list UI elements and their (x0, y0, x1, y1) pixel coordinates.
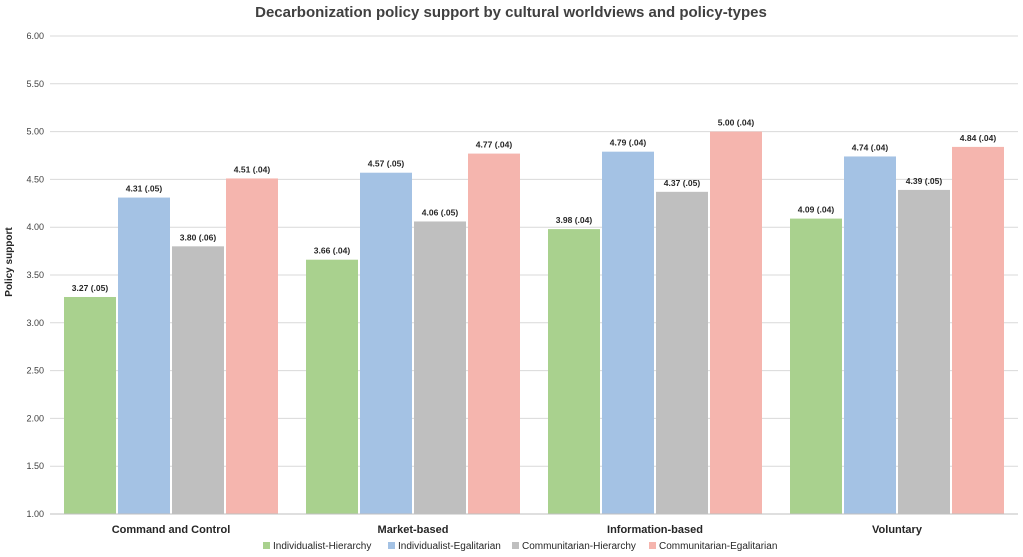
bar-individualist-egalitarian-0 (118, 197, 170, 514)
legend-swatch (649, 542, 656, 549)
data-labels: 3.27 (.05) 4.31 (.05) 3.80 (.06) 4.51 (.04)… (72, 118, 997, 293)
legend: Individualist-Hierarchy Individualist-Ega… (263, 541, 777, 552)
legend-swatch (388, 542, 395, 549)
y-tick-label: 1.50 (26, 461, 44, 471)
bar-individualist-egalitarian-3 (844, 156, 896, 514)
bar-communitarian-hierarchy-0 (172, 246, 224, 514)
bar-communitarian-egalitarian-1 (468, 153, 520, 514)
y-tick-label: 5.50 (26, 79, 44, 89)
data-label: 4.06 (.05) (422, 207, 459, 217)
data-label: 4.84 (.04) (960, 133, 997, 143)
data-label: 4.31 (.05) (126, 184, 163, 194)
bar-communitarian-hierarchy-3 (898, 189, 950, 514)
data-label: 3.98 (.04) (556, 215, 593, 225)
data-label: 4.39 (.05) (906, 176, 943, 186)
data-label: 3.66 (.04) (314, 246, 351, 256)
bar-individualist-hierarchy-3 (790, 218, 842, 514)
x-tick-label: Market-based (378, 524, 449, 536)
y-tick-label: 3.00 (26, 318, 44, 328)
data-label: 4.79 (.04) (610, 138, 647, 148)
y-tick-label: 5.00 (26, 127, 44, 137)
data-label: 4.74 (.04) (852, 142, 889, 152)
bar-communitarian-egalitarian-0 (226, 178, 278, 514)
bar-communitarian-hierarchy-1 (414, 221, 466, 515)
legend-label: Individualist-Egalitarian (398, 541, 501, 552)
data-label: 4.57 (.05) (368, 159, 405, 169)
bar-individualist-egalitarian-2 (602, 151, 654, 514)
bar-individualist-hierarchy-1 (306, 259, 358, 514)
y-axis-label: Policy support (4, 227, 15, 297)
bars (64, 131, 1004, 515)
legend-label: Individualist-Hierarchy (273, 541, 371, 552)
y-tick-label: 3.50 (26, 270, 44, 280)
x-axis: Command and Control Market-based Informati… (50, 513, 1018, 536)
bar-communitarian-hierarchy-2 (656, 191, 708, 514)
data-label: 4.51 (.04) (234, 164, 271, 174)
y-tick-label: 2.00 (26, 413, 44, 423)
y-tick-label: 2.50 (26, 366, 44, 376)
chart-title: Decarbonization policy support by cultur… (255, 4, 767, 21)
data-label: 4.77 (.04) (476, 140, 513, 150)
legend-swatch (263, 542, 270, 549)
y-tick-label: 4.50 (26, 174, 44, 184)
legend-swatch (512, 542, 519, 549)
data-label: 3.27 (.05) (72, 283, 109, 293)
data-label: 4.09 (.04) (798, 205, 835, 215)
bar-communitarian-egalitarian-2 (710, 131, 762, 514)
legend-label: Communitarian-Hierarchy (522, 541, 636, 552)
x-tick-label: Command and Control (112, 524, 231, 536)
x-tick-label: Voluntary (872, 524, 923, 536)
bar-individualist-hierarchy-2 (548, 229, 600, 514)
data-label: 5.00 (.04) (718, 118, 755, 128)
x-tick-label: Information-based (607, 524, 703, 536)
legend-label: Communitarian-Egalitarian (659, 541, 777, 552)
y-tick-label: 6.00 (26, 31, 44, 41)
data-label: 3.80 (.06) (180, 232, 217, 242)
bar-individualist-egalitarian-1 (360, 172, 412, 514)
bar-communitarian-egalitarian-3 (952, 146, 1004, 514)
y-tick-label: 1.00 (26, 509, 44, 519)
y-tick-label: 4.00 (26, 222, 44, 232)
bar-individualist-hierarchy-0 (64, 296, 116, 514)
data-label: 4.37 (.05) (664, 178, 701, 188)
